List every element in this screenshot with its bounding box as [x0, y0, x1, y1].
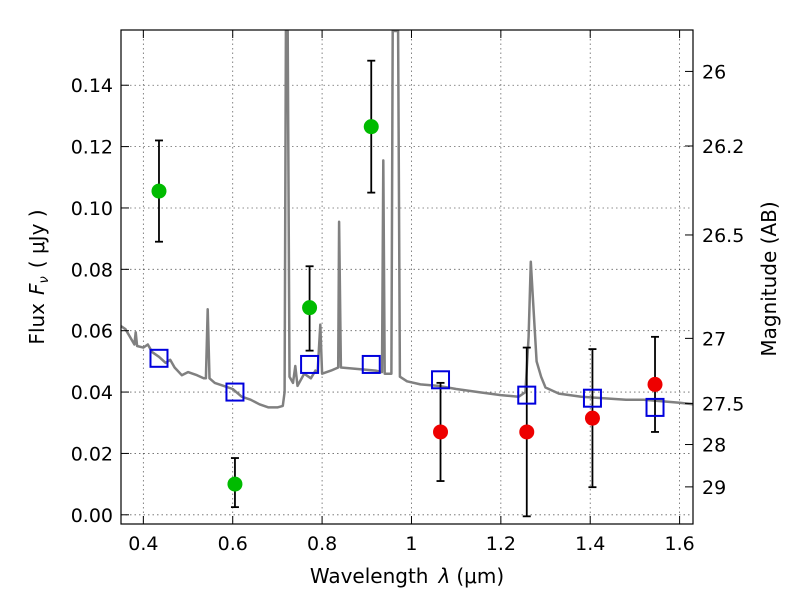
y-tick-label: 0.10: [71, 198, 113, 220]
model-square-point: [149, 348, 169, 368]
model-square-point: [361, 354, 381, 374]
model-square-point: [225, 382, 245, 402]
y2-tick-label: 27.5: [702, 393, 744, 415]
model-square-point: [645, 397, 665, 417]
y-tick-label: 0.14: [71, 75, 113, 97]
tick-layer: 0.4 0.6 0.8 1 1.2 1.4 1.6 0.00 0.02 0.04 0.06 0.08 0…: [71, 30, 744, 555]
y-tick-label: 0.08: [71, 259, 113, 281]
x-tick-label: 0.8: [307, 533, 337, 555]
data-point: [433, 424, 449, 440]
y-tick-label: 0.02: [71, 443, 113, 465]
grid: [121, 30, 693, 524]
data-point: [151, 183, 167, 199]
y-tick-label: 0.04: [71, 382, 113, 404]
x-axis-label: Wavelength λ (μm): [310, 564, 504, 588]
data-point: [227, 476, 243, 492]
y2-tick-label: 26: [702, 61, 726, 83]
y2-tick-label: 28: [702, 435, 726, 457]
x-tick-label: 0.6: [218, 533, 248, 555]
y2-tick-label: 27: [702, 328, 726, 350]
model-square-point: [517, 385, 537, 405]
data-point: [363, 119, 379, 135]
y2-tick-label: 26.5: [702, 225, 744, 247]
y-tick-label: 0.00: [71, 505, 113, 527]
model-square-point: [431, 370, 451, 390]
data-point: [302, 300, 318, 316]
x-tick-label: 1.6: [664, 533, 694, 555]
y2-tick-label: 29: [702, 477, 726, 499]
y2-axis-label: Magnitude (AB): [757, 201, 781, 356]
y2-tick-label: 26.2: [702, 136, 744, 158]
x-tick-label: 0.4: [128, 533, 158, 555]
plot-frame: [120, 29, 694, 525]
x-tick-label: 1.2: [486, 533, 516, 555]
x-tick-label: 1.4: [575, 533, 605, 555]
marker-layer: [149, 119, 665, 492]
data-point: [584, 410, 600, 426]
model-square-point: [582, 388, 602, 408]
x-tick-label: 1: [405, 533, 417, 555]
y-tick-label: 0.06: [71, 321, 113, 343]
model-square-point: [300, 354, 320, 374]
y-tick-label: 0.12: [71, 137, 113, 159]
data-point: [519, 424, 535, 440]
data-point: [647, 376, 663, 392]
y-axis-label: FluxFν( μJy ): [25, 209, 52, 344]
